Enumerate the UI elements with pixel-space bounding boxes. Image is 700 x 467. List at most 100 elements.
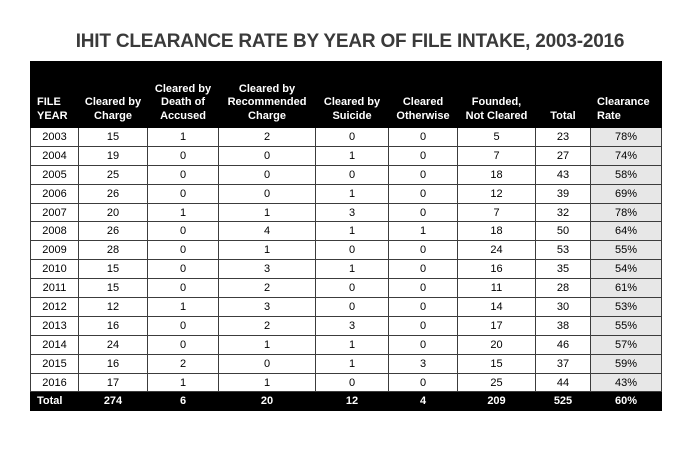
value-cell: 0 — [218, 183, 316, 204]
year-cell: 2007 — [30, 202, 79, 223]
year-cell: 2005 — [30, 164, 79, 185]
page-title: IHIT CLEARANCE RATE BY YEAR OF FILE INTA… — [75, 31, 625, 52]
column-header: Cleared by Suicide — [315, 61, 389, 128]
value-cell: 24 — [78, 334, 148, 355]
value-cell: 7 — [457, 145, 536, 166]
table-row: 2006 26 0 0 1 0 12 39 69% — [30, 183, 662, 204]
value-cell: 1 — [147, 297, 219, 317]
value-cell: 1 — [218, 202, 316, 223]
table-row: 2004 19 0 0 1 0 7 27 74% — [30, 145, 662, 166]
value-cell: 27 — [535, 145, 591, 166]
column-header: FILE YEAR — [30, 61, 79, 128]
clearance-rate-cell: 64% — [590, 221, 662, 242]
total-value-cell: 20 — [218, 391, 316, 412]
value-cell: 50 — [535, 221, 591, 242]
value-cell: 1 — [388, 221, 458, 242]
year-cell: 2008 — [30, 221, 79, 242]
table-row: 2003 15 1 2 0 0 5 23 78% — [30, 127, 662, 147]
value-cell: 0 — [388, 297, 458, 317]
value-cell: 1 — [147, 202, 219, 223]
value-cell: 4 — [218, 221, 316, 242]
table-header: FILE YEAR Cleared by Charge Cleared by Dea… — [30, 61, 662, 128]
total-value-cell: 209 — [457, 391, 536, 412]
value-cell: 3 — [218, 297, 316, 317]
table-body: 2003 15 1 2 0 0 5 23 78% 2004 19 0 0 1 0 7 27 74% 2005 25 0 0… — [30, 127, 662, 393]
year-cell: 2004 — [30, 145, 79, 166]
value-cell: 1 — [315, 221, 389, 242]
value-cell: 0 — [315, 127, 389, 147]
value-cell: 1 — [315, 334, 389, 355]
value-cell: 30 — [535, 297, 591, 317]
value-cell: 25 — [78, 164, 148, 185]
value-cell: 26 — [78, 183, 148, 204]
value-cell: 0 — [388, 334, 458, 355]
total-value-cell: 274 — [78, 391, 148, 412]
clearance-rate-cell: 78% — [590, 202, 662, 223]
value-cell: 35 — [535, 259, 591, 280]
value-cell: 0 — [388, 240, 458, 261]
table-row: 2011 15 0 2 0 0 11 28 61% — [30, 278, 662, 299]
value-cell: 7 — [457, 202, 536, 223]
value-cell: 16 — [78, 315, 148, 336]
clearance-rate-table: FILE YEAR Cleared by Charge Cleared by Dea… — [30, 61, 662, 412]
clearance-rate-cell: 53% — [590, 297, 662, 317]
total-value-cell: 6 — [147, 391, 219, 412]
clearance-rate-cell: 43% — [590, 372, 662, 393]
value-cell: 25 — [457, 372, 536, 393]
value-cell: 0 — [147, 221, 219, 242]
table-row: 2015 16 2 0 1 3 15 37 59% — [30, 353, 662, 374]
value-cell: 0 — [147, 315, 219, 336]
value-cell: 15 — [78, 259, 148, 280]
value-cell: 0 — [315, 372, 389, 393]
value-cell: 3 — [315, 202, 389, 223]
year-cell: 2003 — [30, 127, 79, 147]
value-cell: 0 — [147, 145, 219, 166]
table-row: 2007 20 1 1 3 0 7 32 78% — [30, 202, 662, 223]
value-cell: 0 — [388, 164, 458, 185]
value-cell: 0 — [147, 240, 219, 261]
clearance-rate-cell: 55% — [590, 315, 662, 336]
value-cell: 0 — [388, 183, 458, 204]
value-cell: 26 — [78, 221, 148, 242]
year-cell: 2012 — [30, 297, 79, 317]
value-cell: 3 — [218, 259, 316, 280]
value-cell: 16 — [78, 353, 148, 374]
value-cell: 0 — [147, 278, 219, 299]
column-header: Cleared Otherwise — [388, 61, 458, 128]
total-label-cell: Total — [30, 391, 79, 412]
table-row: 2005 25 0 0 0 0 18 43 58% — [30, 164, 662, 185]
table-row: 2012 12 1 3 0 0 14 30 53% — [30, 297, 662, 317]
value-cell: 19 — [78, 145, 148, 166]
column-header: Cleared by Recommended Charge — [218, 61, 316, 128]
value-cell: 11 — [457, 278, 536, 299]
value-cell: 18 — [457, 221, 536, 242]
value-cell: 0 — [388, 372, 458, 393]
value-cell: 1 — [218, 240, 316, 261]
year-cell: 2006 — [30, 183, 79, 204]
value-cell: 0 — [315, 278, 389, 299]
value-cell: 38 — [535, 315, 591, 336]
value-cell: 0 — [388, 127, 458, 147]
value-cell: 0 — [388, 315, 458, 336]
value-cell: 37 — [535, 353, 591, 374]
clearance-rate-cell: 59% — [590, 353, 662, 374]
value-cell: 5 — [457, 127, 536, 147]
value-cell: 14 — [457, 297, 536, 317]
value-cell: 28 — [535, 278, 591, 299]
total-value-cell: 12 — [315, 391, 389, 412]
value-cell: 24 — [457, 240, 536, 261]
value-cell: 2 — [218, 278, 316, 299]
value-cell: 15 — [78, 127, 148, 147]
total-value-cell: 525 — [535, 391, 591, 412]
table-row: 2010 15 0 3 1 0 16 35 54% — [30, 259, 662, 280]
year-cell: 2014 — [30, 334, 79, 355]
value-cell: 15 — [78, 278, 148, 299]
value-cell: 3 — [388, 353, 458, 374]
value-cell: 0 — [388, 145, 458, 166]
total-value-cell: 60% — [590, 391, 662, 412]
value-cell: 1 — [315, 145, 389, 166]
value-cell: 16 — [457, 259, 536, 280]
year-cell: 2011 — [30, 278, 79, 299]
value-cell: 28 — [78, 240, 148, 261]
